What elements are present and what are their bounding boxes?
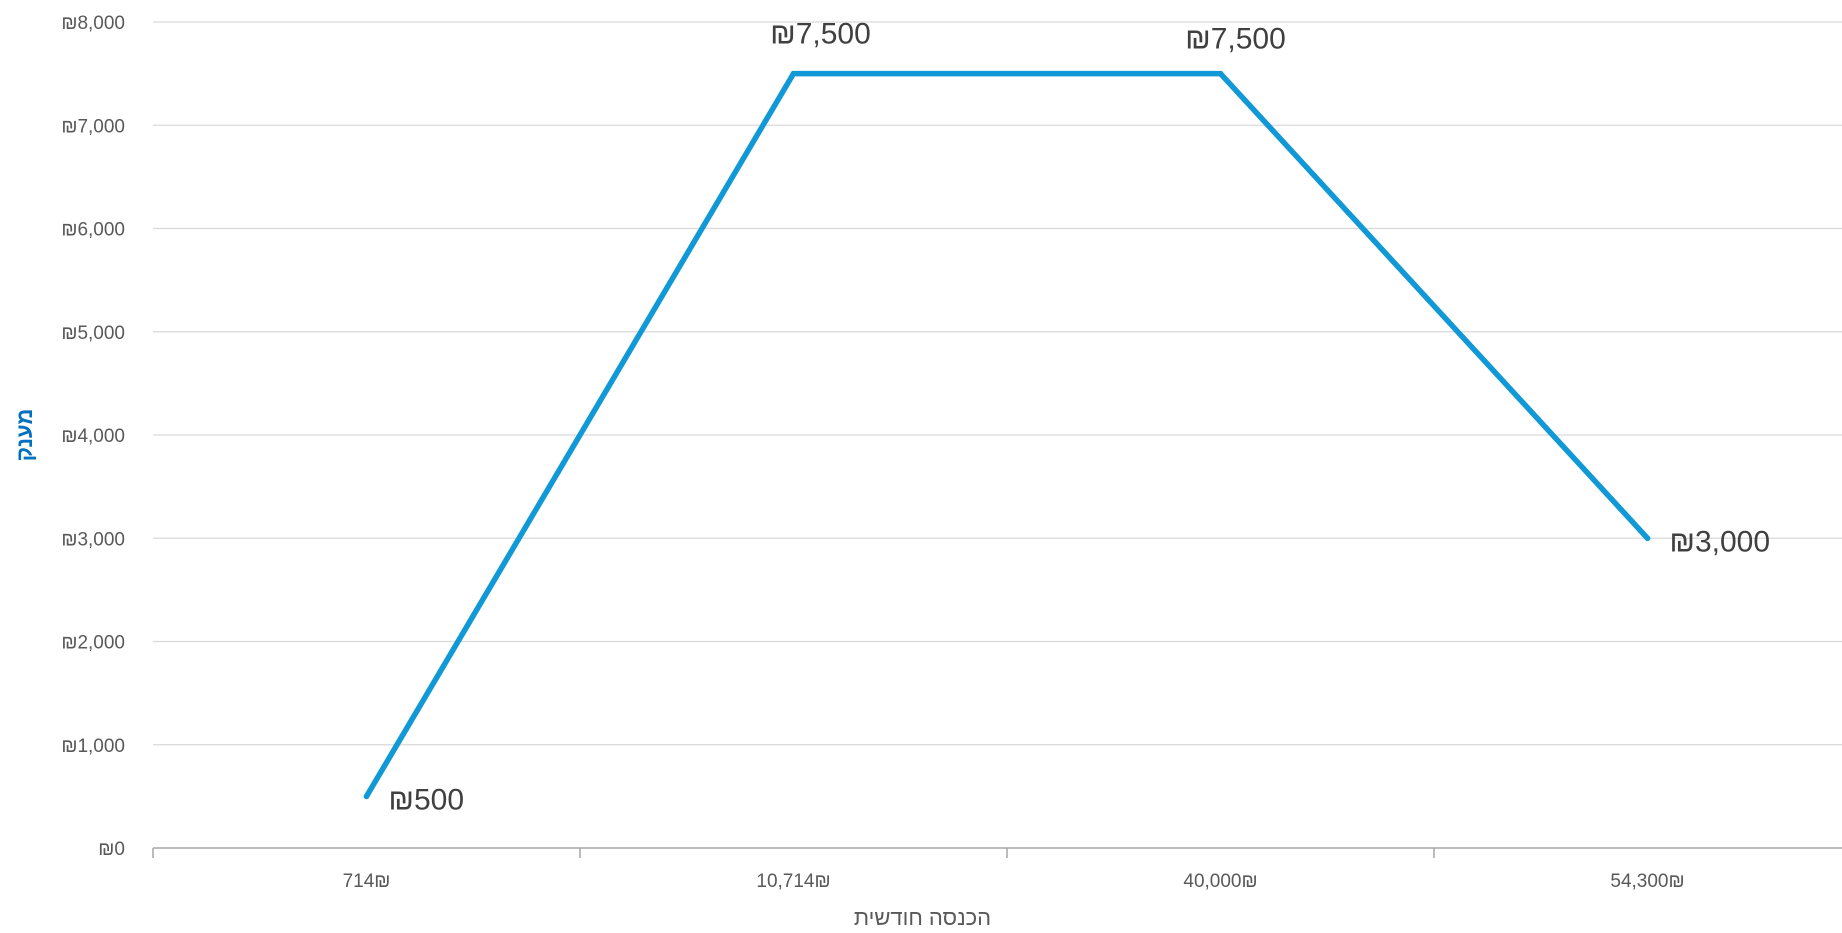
y-tick-label: ₪0 — [98, 839, 125, 860]
data-point — [1217, 70, 1224, 77]
axes — [152, 847, 1842, 858]
data-point — [790, 70, 797, 77]
y-tick-label: ₪4,000 — [61, 426, 125, 447]
x-axis-ticks: 714₪ 10,714₪ 40,000₪ 54,300₪ — [343, 871, 1685, 892]
y-tick-label: ₪1,000 — [61, 736, 125, 757]
y-tick-label: ₪5,000 — [61, 323, 125, 344]
y-tick-label: ₪2,000 — [61, 633, 125, 654]
series-line — [363, 70, 1651, 800]
gridlines — [153, 21, 1842, 746]
data-point — [1644, 535, 1651, 542]
series-layer — [363, 70, 1651, 800]
y-tick-label: ₪3,000 — [61, 529, 125, 550]
x-tick-label: 40,000₪ — [1183, 871, 1257, 892]
y-axis-ticks: ₪0 ₪1,000 ₪2,000 ₪3,000 ₪4,000 ₪5,000 ₪6,000 ₪7… — [61, 13, 125, 860]
data-labels: ₪500 ₪7,500 ₪7,500 ₪3,000 — [389, 18, 1771, 817]
y-tick-label: ₪8,000 — [61, 13, 125, 34]
data-label: ₪7,500 — [770, 18, 871, 51]
y-tick-label: ₪6,000 — [61, 220, 125, 241]
x-axis-title: הכנסה חודשית — [854, 905, 991, 930]
y-axis-title: מענק — [12, 409, 37, 462]
data-label: ₪500 — [389, 783, 465, 816]
x-tick-label: 54,300₪ — [1610, 871, 1684, 892]
x-tick-label: 714₪ — [343, 871, 391, 892]
data-label: ₪7,500 — [1185, 23, 1286, 56]
data-label: ₪3,000 — [1670, 525, 1771, 558]
x-tick-label: 10,714₪ — [756, 871, 830, 892]
data-point — [363, 793, 370, 800]
y-tick-label: ₪7,000 — [61, 116, 125, 137]
